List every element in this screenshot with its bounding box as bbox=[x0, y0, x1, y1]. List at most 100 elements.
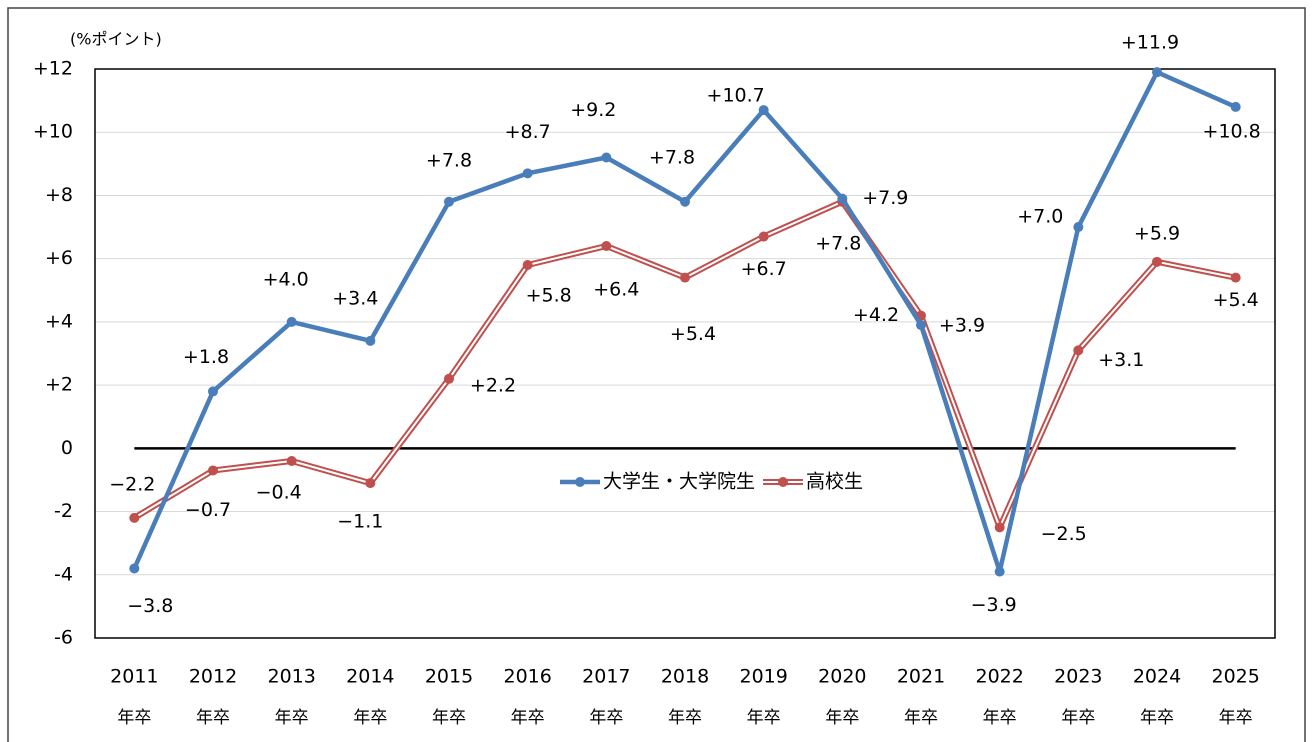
point bbox=[522, 259, 533, 270]
x-tick-label: 年卒 bbox=[432, 708, 466, 728]
point bbox=[286, 316, 297, 327]
point bbox=[758, 105, 769, 116]
value-label: +10.8 bbox=[1203, 120, 1261, 142]
point bbox=[680, 196, 690, 207]
value-label: +3.1 bbox=[1098, 349, 1144, 371]
value-label: +9.2 bbox=[570, 99, 616, 121]
x-tick-label: 年卒 bbox=[983, 708, 1017, 728]
y-tick-label: +8 bbox=[45, 184, 73, 206]
y-tick-label: +12 bbox=[33, 58, 73, 80]
x-tick-label: 2018 bbox=[661, 666, 709, 688]
point bbox=[837, 193, 848, 204]
x-tick-label: 2020 bbox=[818, 666, 866, 688]
frame bbox=[7, 7, 1306, 742]
value-label: +6.7 bbox=[741, 258, 787, 280]
point bbox=[916, 320, 926, 331]
value-label: +7.8 bbox=[815, 232, 861, 254]
plot-border bbox=[94, 68, 1276, 639]
x-tick-label: 年卒 bbox=[589, 708, 623, 728]
value-label: +3.9 bbox=[939, 315, 985, 337]
y-tick-label: +2 bbox=[45, 374, 73, 396]
value-label: −2.2 bbox=[109, 473, 155, 495]
legend-marker bbox=[575, 477, 585, 487]
value-label: +11.9 bbox=[1121, 32, 1179, 54]
legend-label: 高校生 bbox=[806, 471, 863, 493]
x-tick-label: 年卒 bbox=[1140, 708, 1174, 728]
x-tick-label: 年卒 bbox=[353, 708, 387, 728]
x-tick-label: 2012 bbox=[189, 666, 237, 688]
x-tick-label: 年卒 bbox=[668, 708, 702, 728]
point bbox=[208, 465, 218, 476]
x-tick-label: 2024 bbox=[1133, 666, 1181, 688]
point bbox=[129, 512, 140, 523]
value-label: +7.9 bbox=[862, 187, 908, 209]
value-label: −1.1 bbox=[337, 511, 383, 533]
value-label: +4.2 bbox=[853, 304, 899, 326]
value-label: +4.0 bbox=[263, 268, 309, 290]
y-tick-label: +10 bbox=[33, 121, 73, 143]
y-tick-label: +4 bbox=[45, 310, 73, 332]
point bbox=[994, 566, 1005, 577]
value-label: −0.7 bbox=[185, 499, 231, 521]
point bbox=[1073, 222, 1084, 233]
value-label: +3.4 bbox=[332, 287, 378, 309]
value-label: +5.9 bbox=[1134, 222, 1180, 244]
value-label: +5.4 bbox=[670, 323, 716, 345]
value-label: +5.4 bbox=[1213, 289, 1259, 311]
y-tick-label: -6 bbox=[54, 627, 73, 649]
point bbox=[1230, 272, 1241, 283]
x-tick-label: 2016 bbox=[503, 666, 551, 688]
x-tick-label: 年卒 bbox=[511, 708, 545, 728]
point bbox=[444, 196, 454, 207]
x-tick-label: 年卒 bbox=[1219, 708, 1253, 728]
point bbox=[365, 478, 376, 489]
legend-marker bbox=[778, 477, 789, 487]
x-tick-label: 2021 bbox=[897, 666, 945, 688]
y-tick-label: +6 bbox=[45, 247, 73, 269]
x-tick-label: 年卒 bbox=[825, 708, 859, 728]
value-label: +7.8 bbox=[426, 149, 472, 171]
value-label: +2.2 bbox=[470, 374, 516, 396]
point bbox=[601, 241, 612, 252]
point bbox=[1152, 256, 1162, 267]
value-label: −2.5 bbox=[1041, 523, 1087, 545]
x-tick-label: 2014 bbox=[346, 666, 394, 688]
value-label: +10.7 bbox=[707, 85, 765, 107]
x-tick-label: 年卒 bbox=[1061, 708, 1095, 728]
point bbox=[286, 455, 297, 466]
x-tick-label: 年卒 bbox=[747, 708, 781, 728]
value-label: +7.8 bbox=[649, 146, 695, 168]
point bbox=[1073, 345, 1084, 356]
x-tick-label: 年卒 bbox=[196, 708, 230, 728]
y-tick-label: -2 bbox=[54, 500, 73, 522]
x-tick-label: 年卒 bbox=[117, 708, 151, 728]
point bbox=[365, 335, 376, 346]
x-tick-label: 2023 bbox=[1054, 666, 1102, 688]
point bbox=[601, 152, 612, 163]
x-tick-label: 年卒 bbox=[275, 708, 309, 728]
x-tick-label: 2022 bbox=[975, 666, 1023, 688]
value-label: −0.4 bbox=[256, 481, 302, 503]
x-tick-label: 2017 bbox=[582, 666, 630, 688]
value-label: −3.8 bbox=[127, 595, 173, 617]
x-tick-label: 年卒 bbox=[904, 708, 938, 728]
point bbox=[129, 563, 140, 574]
point bbox=[994, 522, 1005, 533]
point bbox=[1152, 67, 1162, 78]
point bbox=[208, 386, 218, 397]
value-label: +6.4 bbox=[593, 279, 639, 301]
legend-label: 大学生・大学院生 bbox=[603, 471, 755, 493]
value-label: +8.7 bbox=[505, 121, 551, 143]
value-label: +1.8 bbox=[183, 346, 229, 368]
y-tick-label: 0 bbox=[61, 437, 73, 459]
x-tick-label: 2019 bbox=[739, 666, 787, 688]
point bbox=[522, 168, 533, 179]
y-tick-label: -4 bbox=[54, 563, 73, 585]
value-label: +7.0 bbox=[1017, 206, 1063, 228]
x-tick-label: 2025 bbox=[1211, 666, 1259, 688]
point bbox=[1230, 101, 1241, 112]
point bbox=[680, 272, 690, 283]
x-tick-label: 2011 bbox=[110, 666, 158, 688]
unit-annotation: (%ポイント) bbox=[70, 30, 162, 49]
